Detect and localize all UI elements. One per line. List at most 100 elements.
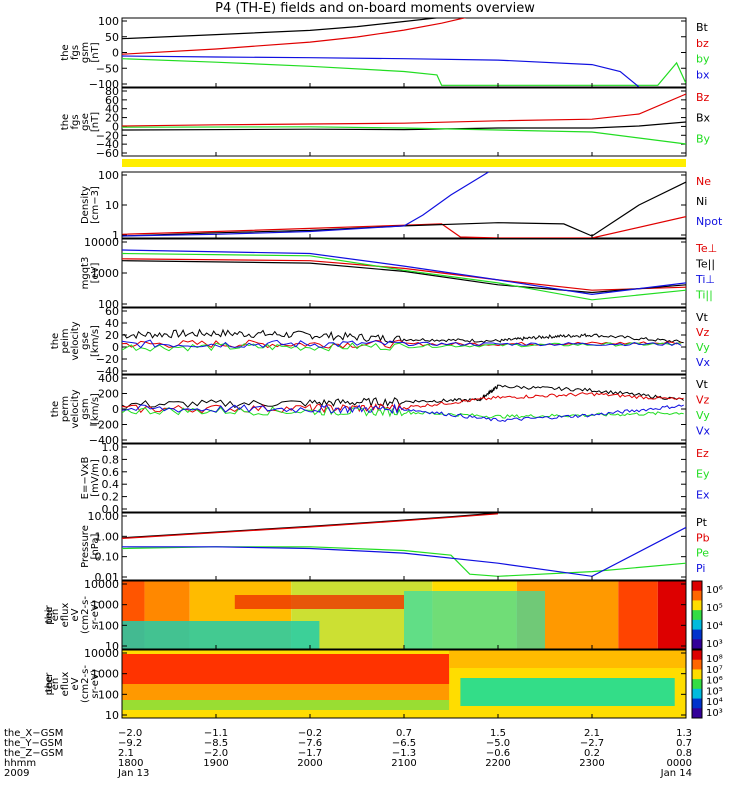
ytick-label: 1.00	[95, 530, 120, 543]
footer-row-label: 2009	[4, 768, 29, 779]
ytick-label: 40	[105, 317, 119, 330]
footer-value: 2200	[485, 758, 510, 769]
ytick-label: −400	[89, 434, 119, 447]
footer-value: 2000	[297, 758, 322, 769]
colorbar-segment	[692, 581, 702, 592]
ylabel-line: eV	[70, 608, 81, 621]
ylabel-line: velocity	[70, 321, 81, 360]
series-group-7	[122, 513, 686, 577]
series-Ni	[122, 181, 686, 237]
series-group-2	[122, 172, 686, 238]
footer-value: 0.2	[584, 748, 600, 759]
footer-row-label: the_Z−GSM	[4, 748, 63, 759]
colorbar-segment	[692, 708, 702, 719]
ylabel-line: [nT]	[90, 112, 101, 132]
legend-Vx: Vx	[696, 356, 711, 369]
ytick-label: 10000	[84, 236, 119, 249]
legend-Pi: Pi	[696, 562, 705, 575]
panel-frame-fgs_gse	[121, 87, 687, 157]
electron-spec-lowband	[122, 700, 450, 710]
footer-value: −0.6	[486, 748, 510, 759]
series-Pt	[122, 513, 499, 539]
electron-spec-upper	[449, 650, 686, 668]
colorbar-segment	[692, 659, 702, 670]
legend-by: by	[696, 53, 710, 66]
footer-value: Jan 13	[117, 768, 149, 779]
ylabel-line: eV	[70, 677, 81, 690]
colorbar-label: 10⁶	[706, 676, 723, 687]
footer-value: −2.7	[580, 738, 604, 749]
footer-value: 2.1	[584, 728, 600, 739]
ytick-label: 100	[98, 298, 119, 311]
legend-Npot: Npot	[696, 215, 723, 228]
ytick-label: −100	[89, 78, 119, 91]
legend-Pb: Pb	[696, 531, 710, 544]
footer-value: −9.2	[118, 738, 142, 749]
ytick-label: 0.8	[102, 453, 120, 466]
colorbar-segment	[692, 600, 702, 611]
ylabel-line: gsm	[80, 398, 91, 419]
series-Pb	[122, 513, 499, 539]
series-by	[122, 58, 686, 86]
series-bx	[122, 55, 640, 87]
colorbar-label: 10⁷	[706, 665, 723, 676]
ytick-label: −40	[96, 138, 119, 151]
series-Te||	[122, 260, 686, 294]
colorbar-segment	[692, 610, 702, 621]
series-Vx	[122, 339, 682, 349]
footer-value: 1.5	[490, 728, 506, 739]
ion-spec-hotband	[234, 595, 404, 609]
ytick-label: 0.0	[102, 503, 120, 516]
ylabel-line: sr-eV)	[90, 669, 101, 698]
ytick-label: 60	[105, 305, 119, 318]
ylabel-line: [km/s]	[90, 393, 101, 425]
ytick-label: 20	[105, 112, 119, 125]
ylabel-line: gse	[80, 332, 91, 350]
series-Te⊥	[122, 258, 686, 291]
panel-frame-density	[121, 171, 687, 239]
ylabel-line: [km/s]	[90, 325, 101, 357]
ytick-label: 200	[98, 388, 119, 401]
ytick-label: 0.6	[102, 466, 120, 479]
legend-Ne: Ne	[696, 175, 711, 188]
ylabel-line: E=−VxB	[80, 457, 91, 500]
footer-value: Jan 14	[660, 768, 692, 779]
colorbar-label: 10⁴	[706, 621, 723, 632]
ytick-label: 50	[105, 31, 119, 44]
ylabel-line: en	[50, 678, 61, 691]
series-Ti||	[122, 252, 686, 301]
footer-value: −1.7	[298, 748, 322, 759]
legend-Ni: Ni	[696, 195, 707, 208]
footer-value: 1.3	[676, 728, 692, 739]
ylabel-line: gsm	[80, 42, 91, 63]
footer-value: −1.1	[204, 728, 228, 739]
footer-value: 0.8	[676, 748, 692, 759]
footer-value: −1.3	[392, 748, 416, 759]
ytick-label: 100	[98, 15, 119, 28]
ylabel-line: peer	[44, 672, 55, 696]
electron-spec-hotband	[122, 654, 450, 684]
ytick-label: 100	[98, 688, 119, 701]
legend-bz: bz	[696, 37, 709, 50]
series-Vt	[122, 328, 684, 344]
figure-title: P4 (TH-E) fields and on-board moments ov…	[215, 1, 535, 16]
series-Vy	[122, 406, 684, 419]
colorbar-label: 10³	[706, 639, 723, 650]
series-Ne	[122, 216, 686, 238]
electron-spectrogram	[122, 650, 686, 718]
ytick-label: 10	[105, 640, 119, 653]
ylabel-line: the	[44, 607, 55, 623]
ylabel-line: eflux	[60, 672, 71, 697]
colorbar-segment	[692, 619, 702, 631]
legend-bx: bx	[696, 68, 710, 81]
ytick-label: −200	[89, 419, 119, 432]
colorbar-label: 10⁵	[706, 603, 723, 614]
colorbar-label: 10⁶	[706, 585, 723, 596]
footer-value: −5.0	[486, 738, 510, 749]
panel-frame-efield	[121, 443, 687, 513]
footer-value: 0.7	[396, 728, 412, 739]
legend-Te||: Te||	[695, 258, 715, 271]
legend-Te⊥: Te⊥	[695, 242, 717, 255]
ylabel-line: (cm2-s-	[80, 596, 91, 634]
